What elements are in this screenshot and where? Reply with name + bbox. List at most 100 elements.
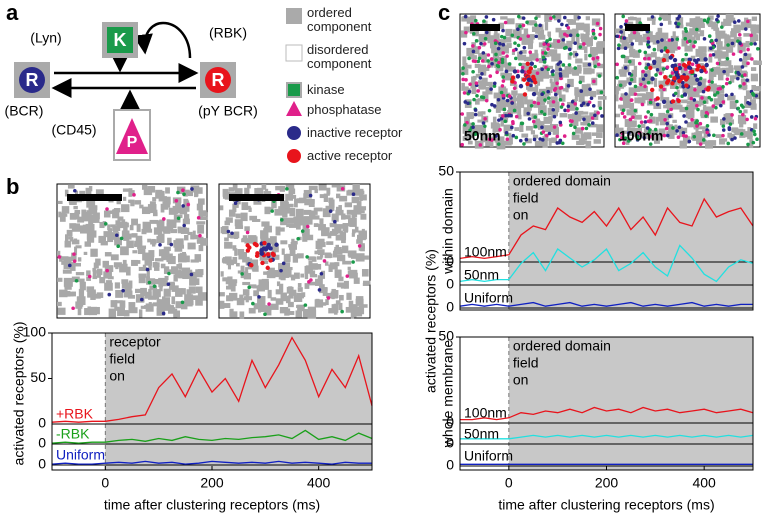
ordered-patch: [298, 236, 302, 241]
ordered-patch: [696, 85, 705, 93]
ordered-patch: [538, 105, 547, 114]
ordered-patch: [84, 307, 91, 316]
particle: [699, 76, 703, 81]
particle: [578, 45, 583, 49]
particle: [693, 88, 697, 92]
ordered-patch: [110, 224, 116, 228]
particle: [650, 76, 655, 82]
ordered-patch: [747, 19, 752, 29]
ordered-patch: [532, 53, 539, 61]
ordered-patch: [78, 288, 85, 298]
particle: [546, 67, 550, 72]
particle: [480, 72, 484, 76]
particle: [711, 52, 716, 57]
particle: [648, 100, 653, 105]
ordered-patch: [234, 248, 238, 256]
particle: [641, 77, 646, 81]
ordered-patch: [288, 244, 297, 250]
legend-swatch: [285, 44, 303, 62]
ordered-patch: [703, 130, 708, 138]
ordered-patch: [285, 184, 295, 191]
ordered-patch: [120, 246, 129, 256]
particle: [501, 79, 506, 83]
particle: [167, 271, 171, 276]
annotation: ordered domain: [513, 173, 611, 189]
ordered-patch: [308, 185, 318, 191]
particle: [461, 77, 466, 82]
panel-label: b: [6, 174, 19, 199]
particle: [180, 300, 185, 305]
ordered-patch: [735, 128, 744, 135]
ordered-patch: [726, 67, 734, 73]
particle: [755, 137, 759, 142]
ordered-patch: [506, 132, 512, 137]
particle: [745, 78, 750, 82]
particle: [462, 41, 467, 46]
ordered-patch: [279, 283, 284, 293]
ordered-patch: [261, 278, 269, 286]
particle: [498, 127, 502, 132]
ordered-patch: [192, 234, 200, 240]
ordered-patch: [711, 23, 719, 30]
ordered-patch: [717, 57, 722, 62]
particle: [661, 57, 667, 63]
ordered-patch: [578, 94, 585, 102]
particle: [724, 93, 729, 98]
sim-image: [56, 183, 208, 319]
ordered-patch: [200, 210, 207, 216]
particle: [662, 87, 666, 92]
particle: [254, 242, 259, 248]
ordered-patch: [339, 294, 344, 301]
ordered-patch: [75, 272, 85, 276]
ordered-patch: [266, 251, 275, 261]
particle: [582, 42, 586, 46]
particle: [558, 138, 563, 143]
ordered-patch: [152, 197, 157, 202]
particle: [735, 76, 740, 81]
particle: [743, 73, 747, 77]
particle: [558, 97, 563, 102]
ordered-patch: [549, 99, 556, 108]
ordered-patch: [740, 70, 747, 77]
particle: [558, 74, 563, 78]
ordered-patch: [258, 305, 268, 312]
particle: [461, 71, 465, 76]
ordered-patch: [163, 226, 171, 234]
ordered-patch: [550, 81, 558, 90]
particle: [714, 38, 718, 43]
ordered-patch: [297, 287, 303, 292]
particle: [531, 119, 536, 124]
ordered-patch: [138, 273, 147, 278]
x-tick-label: 400: [307, 475, 331, 491]
ordered-patch: [232, 245, 237, 251]
particle: [650, 87, 655, 93]
ordered-patch: [324, 261, 329, 266]
particle: [598, 106, 603, 111]
ordered-patch: [335, 234, 344, 241]
particle: [501, 42, 506, 47]
ordered-patch: [77, 257, 82, 262]
particle: [646, 62, 651, 67]
particle: [582, 117, 586, 122]
ordered-patch: [597, 96, 607, 100]
annotation: field: [109, 351, 135, 367]
particle: [328, 209, 333, 213]
particle: [486, 59, 490, 63]
ordered-patch: [357, 234, 363, 241]
ordered-patch: [268, 207, 274, 213]
ordered-patch: [618, 69, 623, 75]
particle: [87, 274, 92, 279]
ordered-patch: [264, 225, 272, 233]
ordered-patch: [330, 231, 338, 236]
particle: [471, 69, 475, 74]
ordered-patch: [638, 36, 643, 46]
particle: [698, 121, 703, 126]
particle: [280, 218, 284, 222]
legend-swatch: [287, 149, 301, 163]
particle: [720, 25, 724, 29]
particle: [569, 52, 573, 56]
ordered-patch: [104, 282, 113, 291]
ordered-patch: [178, 263, 183, 270]
particle: [505, 98, 510, 103]
ordered-patch: [475, 29, 479, 37]
